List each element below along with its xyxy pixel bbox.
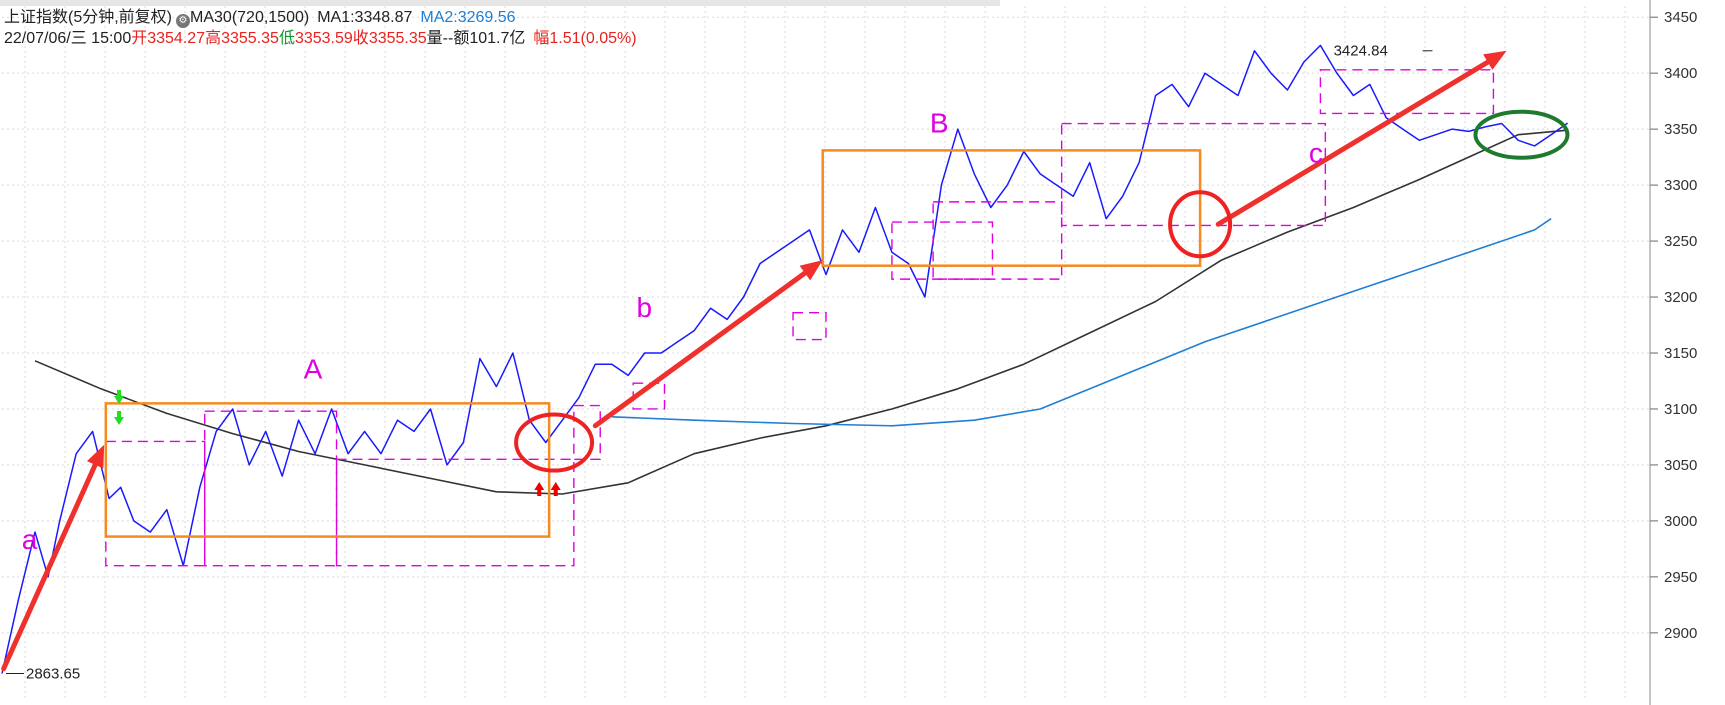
close-value: 3355.35 (368, 30, 427, 47)
phase-letter-b: b (636, 292, 652, 323)
phase-letter-A: A (304, 354, 323, 385)
ma2-line (611, 218, 1552, 427)
volume-label: 量-- (426, 30, 454, 47)
high-label: 高 (205, 30, 222, 47)
open-label: 开 (131, 30, 148, 47)
current-point-circle (1473, 109, 1570, 160)
buy-signal-arrow (534, 482, 545, 496)
trend-arrow-head (86, 444, 105, 469)
open-value: 3354.27 (147, 30, 206, 47)
buy-signal-arrow (550, 482, 561, 496)
settings-gear-icon[interactable]: ⚙ (176, 14, 191, 28)
price-line (1, 44, 1569, 674)
consolidation-box (573, 404, 601, 461)
ma2-value: 3269.56 (457, 9, 516, 26)
key-point-circle (514, 412, 595, 473)
chart-header-line1: 上证指数(5分钟,前复权) ⚙ MA30(720,1500) MA1:3348.87 M… (4, 8, 516, 28)
consolidation-box (204, 410, 338, 567)
high-value: 3355.35 (221, 30, 279, 47)
trend-arrow-head (1483, 50, 1507, 70)
y-tick-label: 3300 (1664, 177, 1697, 194)
consolidation-box (1319, 69, 1495, 115)
amount-label: 额 (453, 30, 470, 47)
range-box (821, 149, 1202, 267)
low-label: 低 (278, 30, 295, 47)
y-tick-label: 2950 (1664, 569, 1697, 586)
change-value: 1.51(0.05%) (549, 30, 637, 47)
chart-grid (2, 6, 1650, 700)
phase-letter-B: B (930, 107, 949, 138)
y-tick-label: 2900 (1664, 625, 1697, 642)
ma1-value: 3348.87 (354, 9, 413, 26)
y-tick-label: 3400 (1664, 65, 1697, 82)
sell-signal-arrow (114, 411, 125, 425)
y-tick-label: 3200 (1664, 289, 1697, 306)
change-label: 幅 (533, 30, 550, 47)
ma1-label: MA1: (317, 9, 355, 26)
low-value: 3353.59 (294, 30, 353, 47)
ma2-label: MA2: (420, 9, 458, 26)
y-tick-label: 3350 (1664, 121, 1697, 138)
trend-arrow-shaft (592, 270, 808, 429)
y-tick-label: 3150 (1664, 345, 1697, 362)
trend-arrow-shaft (1, 462, 98, 672)
index-name: 上证指数(5分钟,前复权) (4, 9, 173, 26)
y-tick-label: 3250 (1664, 233, 1697, 250)
consolidation-box (105, 440, 206, 567)
chart-annotations: a Ab Bc 3424.84 2863.65 (1, 42, 1570, 683)
chart-lines (1, 44, 1569, 674)
y-tick-label: 3100 (1664, 401, 1697, 418)
consolidation-box (1060, 122, 1327, 227)
trend-arrow-head (799, 260, 823, 281)
high-price-label: 3424.84 (1334, 42, 1388, 59)
close-label: 收 (352, 30, 369, 47)
y-tick-label: 3000 (1664, 513, 1697, 530)
consolidation-box (891, 221, 994, 280)
sell-signal-arrow (114, 390, 125, 404)
low-price-label: 2863.65 (26, 666, 80, 683)
consolidation-box (335, 458, 575, 567)
y-tick-label: 3450 (1664, 9, 1697, 26)
y-tick-label: 3050 (1664, 457, 1697, 474)
ma1-line (34, 129, 1568, 495)
phase-letter-c: c (1309, 138, 1323, 169)
chart-header-line2: 22/07/06/三 15:00开3354.27高3355.35低3353.59… (4, 29, 637, 49)
window-top-strip (0, 0, 1000, 6)
range-box (104, 402, 551, 538)
consolidation-box (932, 201, 1063, 280)
trend-arrow-shaft (1215, 59, 1491, 227)
consolidation-box (792, 312, 827, 341)
ma30-params: MA30(720,1500) (190, 9, 310, 26)
bar-datetime: 22/07/06/三 15:00 (4, 30, 132, 47)
phase-letter-a: a (22, 524, 38, 555)
amount-value: 101.7亿 (469, 30, 526, 47)
key-point-circle (1168, 190, 1233, 259)
